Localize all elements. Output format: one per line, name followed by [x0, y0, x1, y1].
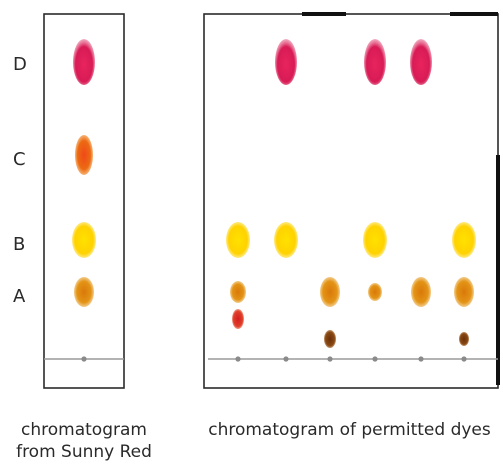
sunny-red-caption-line-2: from Sunny Red	[16, 442, 152, 462]
lane-4-spot-d	[364, 39, 386, 85]
lane-1-spot-red	[232, 309, 244, 329]
sunny-red-caption: chromatogram from Sunny Red	[0, 419, 168, 463]
row-label-b: B	[13, 234, 25, 255]
lane-2-spot-b	[274, 222, 298, 258]
permitted-dyes-origin-dots	[235, 356, 467, 362]
permitted-dyes-caption: chromatogram of permitted dyes	[208, 420, 491, 440]
permitted-dyes-spots	[226, 39, 476, 348]
row-labels: D C B A	[13, 54, 27, 307]
lane-5-spot-a	[411, 277, 431, 307]
row-label-d: D	[13, 54, 27, 75]
lane-6-spot-a	[454, 277, 474, 307]
sunny-red-origin-dot	[81, 356, 87, 362]
lane-1-spot-b	[226, 222, 250, 258]
lane-6-spot-brown	[459, 332, 469, 346]
lane-2-origin-dot	[283, 356, 289, 362]
sunny-red-caption-line-1: chromatogram	[21, 420, 147, 440]
row-label-a: A	[13, 286, 26, 307]
lane-3-origin-dot	[327, 356, 333, 362]
sunny-red-spots	[72, 39, 96, 307]
lane-6-origin-dot	[461, 356, 467, 362]
permitted-dyes-paper-frame	[203, 13, 499, 389]
lane-1-origin-dot	[235, 356, 241, 362]
lane-5-origin-dot	[418, 356, 424, 362]
lane-2-spot-d	[275, 39, 297, 85]
sunny-red-spot-d	[73, 39, 95, 85]
permitted-dyes-paper	[203, 12, 500, 389]
row-label-c: C	[13, 149, 26, 170]
sunny-red-paper-frame	[43, 13, 125, 389]
sunny-red-spot-c	[75, 135, 93, 175]
lane-4-spot-a	[368, 283, 382, 301]
sunny-red-spot-b	[72, 222, 96, 258]
sunny-red-paper	[43, 13, 125, 389]
lane-5-spot-d	[410, 39, 432, 85]
lane-4-spot-b	[363, 222, 387, 258]
lane-4-origin-dot	[372, 356, 378, 362]
lane-3-spot-a	[320, 277, 340, 307]
sunny-red-spot-a	[74, 277, 94, 307]
lane-1-spot-a	[230, 281, 246, 303]
lane-3-spot-brown	[324, 330, 336, 348]
lane-6-spot-b	[452, 222, 476, 258]
